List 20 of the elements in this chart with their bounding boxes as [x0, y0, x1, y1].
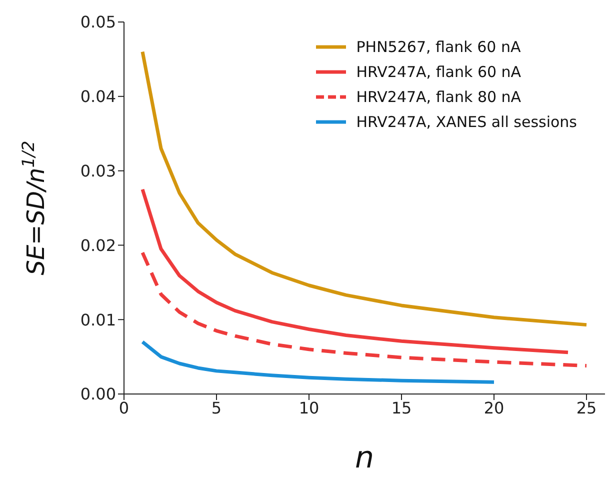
x-tick-label: 5 [211, 398, 222, 418]
line-series [140, 340, 496, 384]
y-tick-label: 0.02 [80, 236, 116, 255]
y-tick-label: 0.03 [80, 161, 116, 180]
y-tick-label: 0.00 [80, 384, 116, 404]
legend-label: HRV247A, flank 60 nA [356, 62, 522, 80]
y-tick-label: 0.01 [80, 310, 116, 330]
x-tick-label: 10 [298, 398, 320, 418]
y-tick-label: 0.04 [80, 87, 116, 106]
x-tick-label: 15 [391, 398, 412, 418]
legend-label: HRV247A, XANES all sessions [356, 112, 577, 130]
x-tick-label: 25 [576, 398, 597, 418]
legend-label: PHN5267, flank 60 nA [356, 38, 521, 56]
y-tick-label: 0.05 [80, 12, 116, 32]
line-series [140, 188, 570, 354]
x-tick-label: 0 [118, 398, 130, 418]
legend-label: HRV247A, flank 80 nA [356, 88, 522, 106]
x-axis-title: n [354, 440, 374, 476]
line-series [140, 250, 588, 368]
x-tick-label: 20 [484, 398, 504, 418]
